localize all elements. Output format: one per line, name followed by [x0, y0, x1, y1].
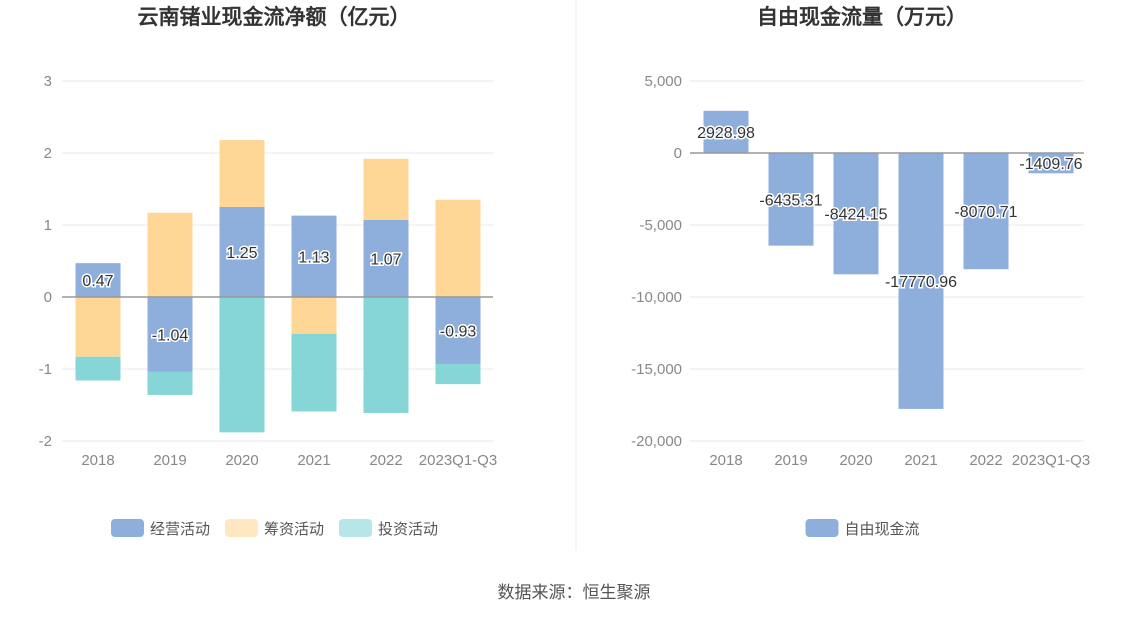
y-tick-label: 5,000 [644, 73, 682, 90]
data-label: 2928.98 [697, 125, 755, 142]
bar-经营活动 [219, 207, 265, 297]
y-tick-label: 3 [44, 73, 52, 90]
data-label: -8070.71 [954, 204, 1017, 221]
legend-swatch [111, 519, 144, 537]
bar-投资活动 [147, 371, 193, 395]
bar-经营活动 [75, 263, 121, 297]
bar-投资活动 [435, 363, 481, 385]
data-label: -0.93 [440, 323, 477, 340]
y-tick-label: 2 [44, 145, 52, 162]
data-label: -6435.31 [759, 192, 822, 209]
bar-筹资活动 [291, 297, 337, 334]
x-tick-label: 2020 [839, 452, 872, 469]
bar-自由现金流 [833, 153, 879, 275]
legend-label: 自由现金流 [845, 521, 920, 538]
source-text: 数据来源：恒生聚源 [498, 583, 651, 602]
x-tick-label: 2019 [153, 452, 186, 469]
bar-自由现金流 [963, 153, 1009, 270]
bar-经营活动 [147, 297, 193, 372]
y-tick-label: -1 [39, 361, 52, 378]
bar-筹资活动 [219, 140, 265, 207]
bar-筹资活动 [363, 158, 409, 220]
bar-经营活动 [435, 297, 481, 364]
y-tick-label: 0 [674, 145, 682, 162]
x-tick-label: 2019 [774, 452, 807, 469]
data-label: -8424.15 [824, 207, 887, 224]
legend-label: 经营活动 [150, 521, 210, 538]
data-label: 1.25 [226, 245, 257, 262]
y-tick-label: -5,000 [639, 217, 682, 234]
data-label: 1.13 [298, 249, 329, 266]
x-tick-label: 2018 [709, 452, 742, 469]
bar-投资活动 [291, 333, 337, 412]
x-tick-label: 2020 [225, 452, 258, 469]
chart-title: 自由现金流量（万元） [757, 5, 967, 29]
y-tick-label: -20,000 [631, 433, 682, 450]
x-tick-label: 2022 [369, 452, 402, 469]
bar-投资活动 [363, 297, 409, 413]
x-tick-label: 2018 [81, 452, 114, 469]
y-tick-label: 0 [44, 289, 52, 306]
legend-label: 筹资活动 [264, 521, 324, 538]
y-tick-label: -2 [39, 433, 52, 450]
data-label: 1.07 [370, 251, 401, 268]
bar-经营活动 [363, 219, 409, 297]
bar-自由现金流 [898, 153, 944, 409]
data-label: -1409.76 [1019, 156, 1082, 173]
chart-title: 云南锗业现金流净额（亿元） [138, 5, 411, 29]
bar-筹资活动 [75, 297, 121, 357]
bar-自由现金流 [703, 110, 749, 153]
bar-筹资活动 [147, 212, 193, 297]
bar-筹资活动 [435, 199, 481, 297]
y-tick-label: -15,000 [631, 361, 682, 378]
legend-swatch [805, 519, 839, 537]
legend-swatch [339, 519, 372, 537]
x-tick-label: 2022 [969, 452, 1002, 469]
y-tick-label: -10,000 [631, 289, 682, 306]
x-tick-label: 2023Q1-Q3 [1012, 452, 1090, 469]
bar-投资活动 [219, 297, 265, 433]
legend-swatch [225, 519, 258, 537]
bar-自由现金流 [768, 153, 814, 246]
data-label: 0.47 [82, 273, 113, 290]
bar-经营活动 [291, 215, 337, 297]
bar-投资活动 [75, 356, 121, 381]
data-label: -17770.96 [885, 274, 957, 291]
x-tick-label: 2023Q1-Q3 [419, 452, 497, 469]
data-label: -1.04 [152, 327, 189, 344]
x-tick-label: 2021 [297, 452, 330, 469]
bar-自由现金流 [1028, 153, 1074, 174]
x-tick-label: 2021 [904, 452, 937, 469]
y-tick-label: 1 [44, 217, 52, 234]
legend-label: 投资活动 [378, 521, 438, 538]
